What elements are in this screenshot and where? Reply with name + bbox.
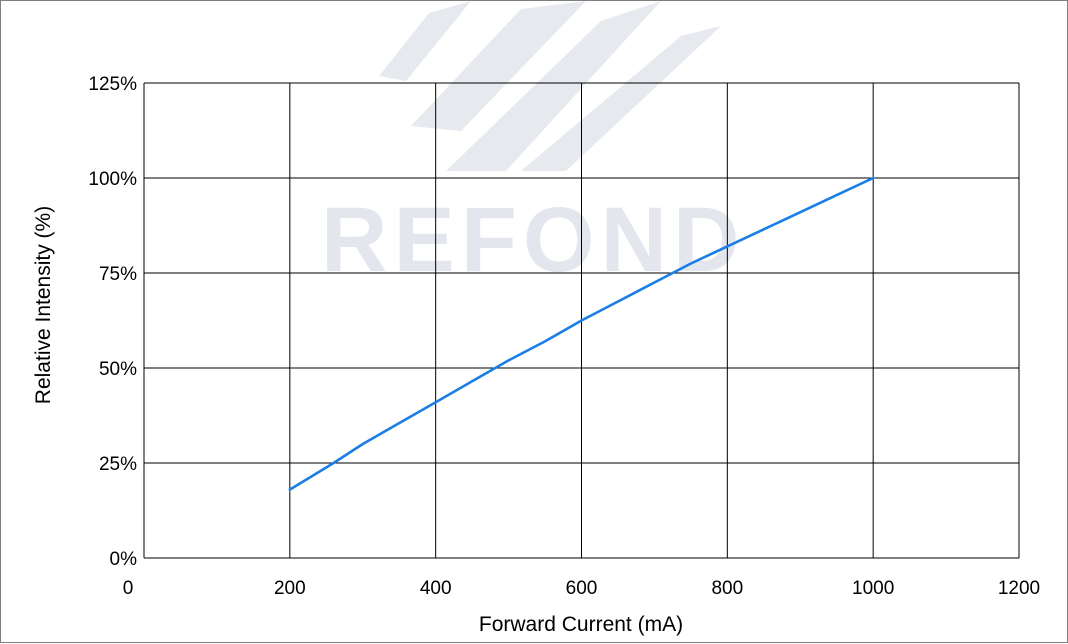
- x-axis-label: Forward Current (mA): [479, 613, 683, 636]
- watermark-stroke-2: [411, 1, 586, 131]
- y-axis-label: Relative Intensity (%): [32, 206, 55, 404]
- y-tick-label: 50%: [99, 359, 137, 380]
- y-tick-label: 100%: [88, 169, 137, 190]
- x-tick-label: 1000: [852, 578, 894, 599]
- watermark-text: REFOND: [321, 189, 745, 291]
- x-tick-label: 0: [123, 578, 134, 599]
- x-tick-label: 200: [274, 578, 306, 599]
- series-line: [288, 176, 875, 491]
- watermark-stroke-4: [521, 26, 721, 171]
- x-tick-labels: 0 200 400 600 800 1000 1200: [123, 578, 1040, 599]
- y-tick-label: 75%: [99, 264, 137, 285]
- y-tick-label: 25%: [99, 454, 137, 475]
- x-tick-label: 400: [420, 578, 452, 599]
- x-tick-label: 1200: [998, 578, 1040, 599]
- x-tick-label: 800: [711, 578, 743, 599]
- refond-watermark: REFOND: [321, 1, 745, 291]
- y-tick-label: 125%: [88, 74, 137, 95]
- y-tick-labels: 0% 25% 50% 75% 100% 125%: [88, 74, 137, 570]
- watermark-stroke-3: [446, 1, 661, 171]
- watermark-stroke-1: [379, 1, 471, 81]
- x-tick-label: 600: [566, 578, 598, 599]
- y-tick-label: 0%: [110, 549, 138, 570]
- grid: [143, 82, 1020, 559]
